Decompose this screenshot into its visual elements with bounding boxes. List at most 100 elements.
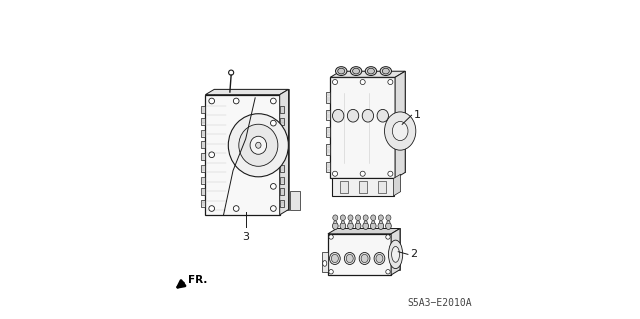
Polygon shape — [340, 71, 405, 172]
Polygon shape — [280, 118, 284, 125]
Ellipse shape — [350, 67, 362, 76]
Text: 2: 2 — [410, 249, 417, 259]
Polygon shape — [326, 144, 330, 155]
Ellipse shape — [361, 254, 368, 263]
Polygon shape — [280, 165, 284, 172]
Ellipse shape — [353, 68, 360, 74]
Ellipse shape — [332, 222, 338, 229]
Polygon shape — [321, 252, 328, 272]
Polygon shape — [328, 234, 391, 275]
Ellipse shape — [348, 222, 353, 229]
Ellipse shape — [363, 215, 368, 221]
Polygon shape — [332, 178, 394, 196]
Ellipse shape — [341, 221, 344, 223]
Circle shape — [386, 235, 390, 239]
Polygon shape — [205, 89, 289, 95]
Polygon shape — [328, 228, 400, 234]
Text: FR.: FR. — [188, 275, 207, 285]
Ellipse shape — [388, 240, 403, 269]
Ellipse shape — [338, 68, 345, 74]
Circle shape — [271, 120, 276, 126]
Ellipse shape — [250, 136, 267, 154]
Ellipse shape — [228, 114, 289, 177]
Circle shape — [388, 79, 393, 85]
Polygon shape — [326, 127, 330, 137]
Circle shape — [271, 206, 276, 211]
Circle shape — [360, 79, 365, 85]
Ellipse shape — [355, 222, 361, 229]
Polygon shape — [280, 177, 284, 183]
Polygon shape — [200, 106, 205, 113]
Ellipse shape — [374, 252, 385, 264]
Circle shape — [234, 206, 239, 211]
Polygon shape — [280, 106, 284, 113]
Ellipse shape — [359, 252, 370, 264]
Ellipse shape — [376, 254, 383, 263]
Polygon shape — [326, 92, 330, 103]
Ellipse shape — [372, 221, 375, 223]
Polygon shape — [330, 77, 395, 178]
Ellipse shape — [335, 67, 347, 76]
Polygon shape — [200, 153, 205, 160]
Circle shape — [209, 98, 214, 104]
Ellipse shape — [386, 215, 391, 221]
Polygon shape — [391, 228, 400, 275]
Polygon shape — [326, 162, 330, 172]
Ellipse shape — [348, 109, 359, 122]
Ellipse shape — [387, 221, 390, 223]
Circle shape — [360, 171, 365, 176]
Ellipse shape — [340, 215, 346, 221]
Ellipse shape — [239, 124, 278, 166]
Polygon shape — [200, 141, 205, 148]
Ellipse shape — [367, 68, 374, 74]
Polygon shape — [280, 153, 284, 160]
Ellipse shape — [332, 254, 339, 263]
Ellipse shape — [365, 67, 376, 76]
Circle shape — [388, 171, 393, 176]
Polygon shape — [337, 228, 400, 270]
Text: 3: 3 — [242, 232, 249, 242]
Ellipse shape — [364, 221, 367, 223]
Ellipse shape — [380, 221, 383, 223]
Circle shape — [209, 152, 214, 158]
Polygon shape — [200, 130, 205, 137]
Ellipse shape — [380, 67, 392, 76]
Ellipse shape — [385, 222, 391, 229]
Polygon shape — [280, 200, 284, 207]
Polygon shape — [214, 89, 289, 210]
Ellipse shape — [333, 215, 338, 221]
Ellipse shape — [382, 68, 389, 74]
Circle shape — [271, 183, 276, 189]
Polygon shape — [200, 165, 205, 172]
Polygon shape — [378, 181, 386, 193]
Ellipse shape — [255, 142, 261, 148]
Circle shape — [271, 98, 276, 104]
Circle shape — [329, 235, 333, 239]
Text: S5A3−E2010A: S5A3−E2010A — [407, 298, 472, 308]
Polygon shape — [330, 71, 405, 77]
Ellipse shape — [323, 261, 327, 266]
Polygon shape — [326, 109, 330, 120]
Polygon shape — [280, 89, 289, 215]
Polygon shape — [340, 181, 348, 193]
Polygon shape — [395, 71, 405, 178]
Ellipse shape — [333, 221, 337, 223]
Polygon shape — [200, 118, 205, 125]
Ellipse shape — [363, 222, 369, 229]
Polygon shape — [205, 95, 280, 215]
Polygon shape — [394, 174, 401, 196]
Circle shape — [333, 79, 337, 85]
Ellipse shape — [330, 252, 340, 264]
Polygon shape — [280, 188, 284, 195]
Ellipse shape — [392, 247, 399, 262]
Polygon shape — [280, 141, 284, 148]
Circle shape — [329, 270, 333, 274]
Ellipse shape — [356, 215, 360, 221]
Ellipse shape — [377, 109, 388, 122]
Ellipse shape — [340, 222, 346, 229]
Ellipse shape — [333, 109, 344, 122]
Ellipse shape — [378, 222, 384, 229]
Ellipse shape — [371, 222, 376, 229]
Ellipse shape — [348, 215, 353, 221]
Ellipse shape — [371, 215, 376, 221]
